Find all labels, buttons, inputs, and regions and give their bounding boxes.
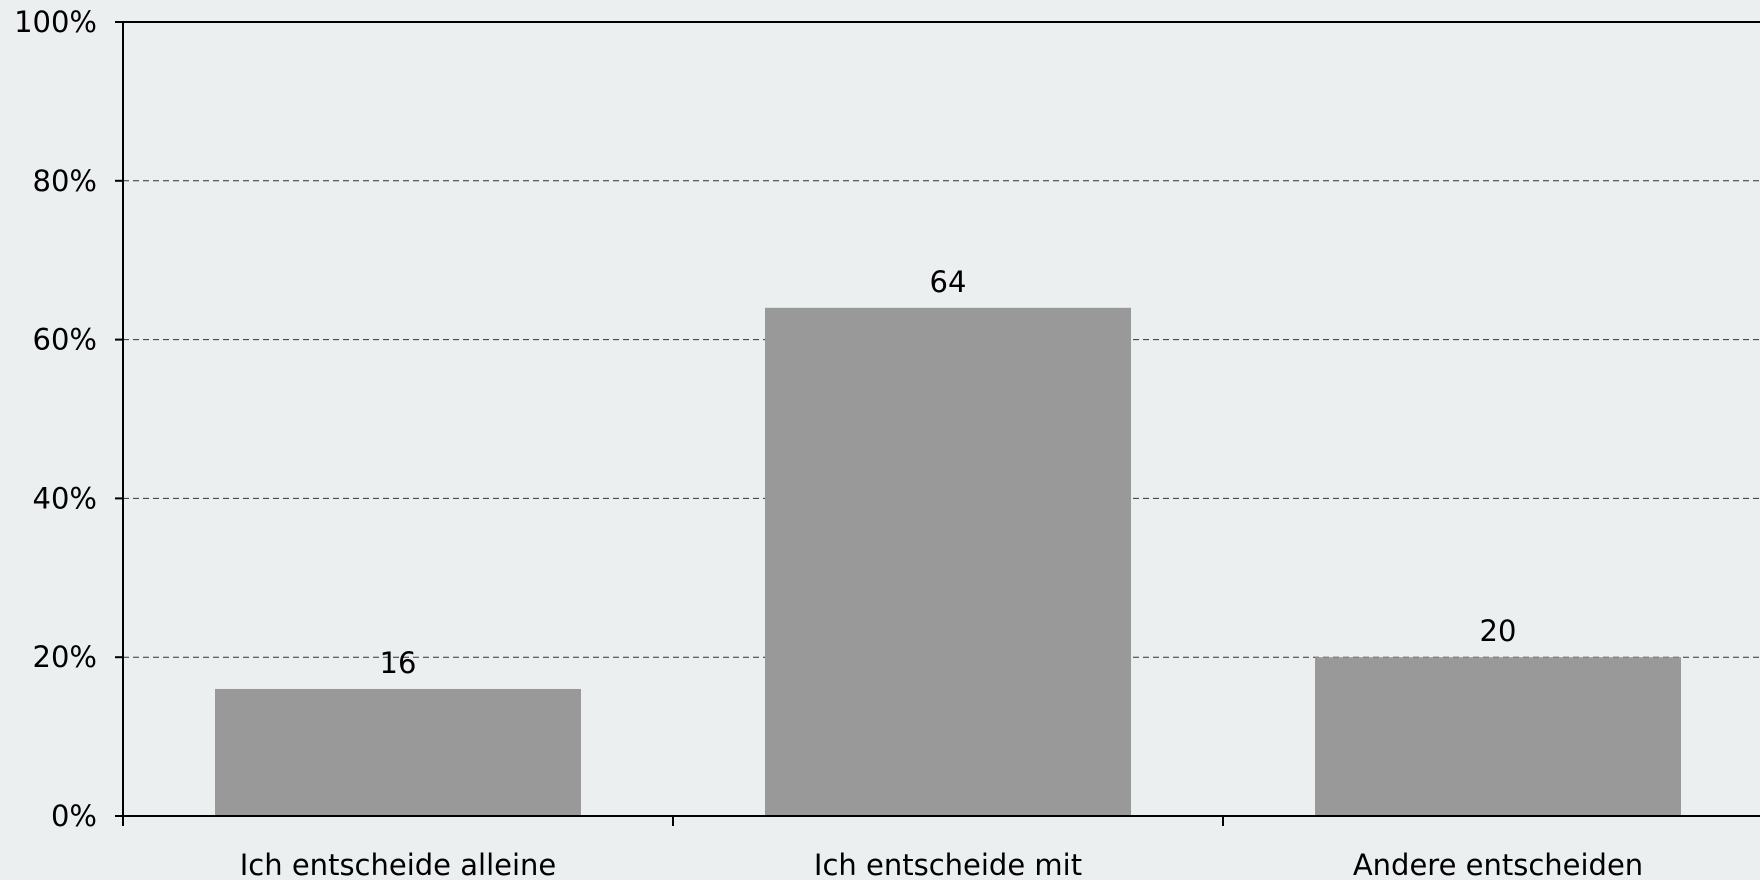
bar-3: [1315, 657, 1681, 816]
data-labels: 16 64 20: [380, 265, 1517, 680]
axes: [122, 21, 1760, 826]
y-tick-label: 40%: [33, 481, 97, 515]
y-tick-label: 100%: [14, 5, 97, 39]
data-label-1: 16: [380, 646, 417, 680]
bar-2: [765, 307, 1131, 816]
bars: [215, 307, 1681, 816]
data-label-2: 64: [930, 265, 967, 299]
category-label-2: Ich entscheide mit: [814, 848, 1082, 880]
y-tick-label: 60%: [33, 323, 97, 357]
data-label-3: 20: [1480, 614, 1517, 648]
y-tick-label: 80%: [33, 164, 97, 198]
y-tick-label: 20%: [33, 640, 97, 674]
category-label-3: Andere entscheiden: [1353, 848, 1643, 880]
bar-1: [215, 688, 581, 816]
y-tick-label: 0%: [51, 799, 97, 833]
category-labels: Ich entscheide alleine Ich entscheide mit…: [240, 848, 1643, 880]
category-label-1: Ich entscheide alleine: [240, 848, 557, 880]
y-tick-labels: 0% 20% 40% 60% 80% 100%: [14, 5, 97, 833]
